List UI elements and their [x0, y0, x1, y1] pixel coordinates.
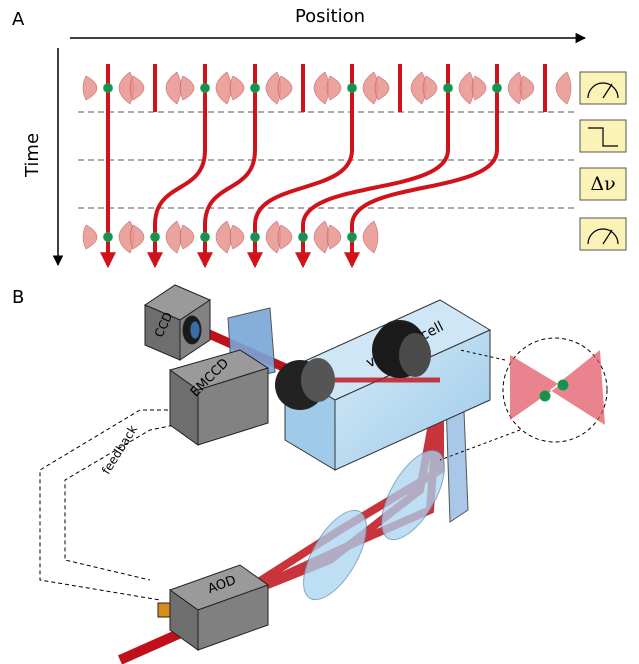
dashed-lines: [78, 111, 575, 209]
meter-icon: [587, 82, 619, 99]
feedback-path: [39, 409, 210, 601]
frequency-label: Δν: [590, 173, 615, 195]
atom: [200, 83, 210, 93]
meter-icon: [587, 228, 619, 245]
tweezer: [179, 220, 232, 254]
atom: [443, 83, 453, 93]
step-icon: [588, 127, 618, 147]
axis-label: Position: [295, 6, 365, 27]
atom: [250, 232, 260, 242]
atom: [103, 83, 113, 93]
atom: [492, 83, 502, 93]
tweezers: [82, 71, 572, 254]
panel-label: B: [12, 287, 24, 308]
atom: [347, 232, 357, 242]
inset-pointer: [439, 429, 521, 461]
emccd-box: [168, 349, 270, 446]
objectives: [275, 320, 431, 410]
feedback-label: feedback: [99, 423, 140, 477]
atom: [250, 83, 260, 93]
atom: [150, 232, 160, 242]
atom: [539, 390, 551, 402]
aod-box: [157, 564, 270, 651]
atom-track: [344, 64, 499, 269]
panel-label: A: [12, 9, 25, 30]
inset-tweezers: [510, 350, 605, 425]
atom: [103, 232, 113, 242]
atom-track: [295, 64, 450, 269]
tweezer: [326, 220, 379, 254]
tweezer: [519, 71, 572, 105]
inset-pointer: [459, 349, 506, 361]
tweezer: [129, 71, 182, 105]
lens: [303, 509, 367, 601]
tweezer: [179, 71, 232, 105]
atom-track: [197, 64, 257, 269]
step-boxes: [579, 71, 627, 251]
atom: [347, 83, 357, 93]
ccd-box: [143, 284, 212, 361]
atom: [557, 379, 569, 391]
atom: [298, 232, 308, 242]
atom-tracks: [100, 64, 547, 269]
atom: [200, 232, 210, 242]
atom-track: [147, 64, 207, 269]
tweezer: [129, 220, 182, 254]
tweezer: [82, 71, 135, 105]
lens: [381, 449, 445, 541]
atom-track: [247, 64, 354, 269]
axis-label: Time: [22, 133, 43, 178]
